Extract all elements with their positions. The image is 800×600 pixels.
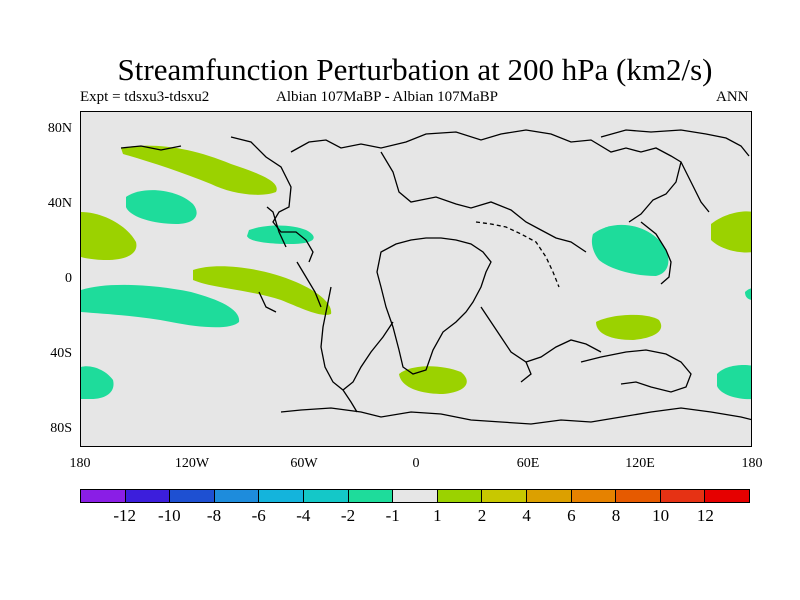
lon-label-120w: 120W (174, 456, 210, 471)
colorbar-label: 2 (477, 506, 487, 525)
colorbar-swatch (571, 490, 617, 502)
colorbar-swatch (348, 490, 394, 502)
negative-anomaly-east-edge-small (745, 288, 751, 300)
coastline-north-continent (120, 129, 750, 263)
lon-label-180e: 180 (741, 456, 763, 471)
colorbar-swatch (616, 490, 661, 502)
colorbar-label: -12 (113, 506, 136, 525)
negative-anomaly-north-pacific (126, 190, 197, 224)
lon-label-180w: 180 (69, 456, 91, 471)
season-label: ANN (716, 89, 749, 105)
colorbar (80, 489, 750, 503)
colorbar-swatch (705, 490, 749, 502)
colorbar-label: -6 (251, 506, 266, 525)
plot-title: Streamfunction Perturbation at 200 hPa (… (117, 52, 713, 87)
lat-label-80n: 80N (47, 121, 72, 136)
colorbar-label: -10 (157, 506, 181, 525)
colorbar-label: 12 (696, 506, 714, 525)
colorbar-label: -1 (385, 506, 400, 525)
colorbar-swatch (303, 490, 349, 502)
colorbar-label: -4 (296, 506, 311, 525)
map-panel (80, 111, 752, 447)
colorbar-swatch (526, 490, 572, 502)
coastlines (120, 129, 751, 425)
negative-anomaly-east-asia (591, 224, 669, 276)
colorbar-swatch (660, 490, 706, 502)
positive-anomaly-east-edge (711, 211, 751, 253)
coastline-india-madagascar (480, 306, 602, 383)
positive-anomaly-east-pacific (193, 266, 332, 315)
period-label: Albian 107MaBP - Albian 107MaBP (276, 89, 498, 105)
colorbar-swatch (482, 490, 527, 502)
colorbar-label: 8 (611, 506, 621, 525)
colorbar-label: 6 (567, 506, 576, 525)
negative-anomaly-equatorial-pacific (81, 284, 240, 328)
coastline-south-america (320, 286, 394, 413)
colorbar-swatch (81, 490, 126, 502)
colorbar-swatch (437, 490, 483, 502)
map-canvas (81, 129, 751, 425)
lat-label-80s: 80S (50, 421, 72, 436)
positive-anomaly-south-atlantic (399, 366, 467, 394)
colorbar-label: 1 (433, 506, 442, 525)
coastline-east-asia (640, 161, 710, 285)
experiment-label: Expt = tdsxu3-tdsxu2 (80, 89, 210, 105)
lon-label-120e: 120E (625, 456, 655, 471)
colorbar-label: -8 (206, 506, 222, 525)
coastline-island-arc (475, 221, 560, 288)
positive-anomaly-west-edge (81, 212, 137, 260)
colorbar-label: 10 (652, 506, 670, 525)
anomaly-fields (81, 145, 751, 400)
lat-label-40n: 40N (47, 196, 72, 211)
negative-anomaly-south-pacific-west (81, 366, 114, 399)
positive-anomaly-indian-ocean (596, 314, 662, 340)
coastline-europe-asia (380, 151, 587, 253)
lon-label-60w: 60W (290, 456, 318, 471)
colorbar-label: 4 (522, 506, 531, 525)
lat-label-40s: 40S (50, 346, 72, 361)
lon-label-60e: 60E (516, 456, 540, 471)
coastline-australia-antarctica (280, 349, 751, 425)
colorbar-swatch (393, 490, 438, 502)
lat-label-0: 0 (65, 271, 72, 286)
colorbar-swatch (214, 490, 260, 502)
positive-anomaly-north-pacific (121, 145, 277, 195)
coastline-americas-islands (258, 206, 322, 313)
colorbar-swatch (259, 490, 304, 502)
negative-anomaly-south-east-edge (717, 365, 751, 400)
colorbar-swatch (170, 490, 215, 502)
colorbar-label: -2 (340, 506, 356, 525)
colorbar-swatch (125, 490, 171, 502)
lon-label-0: 0 (412, 456, 420, 471)
coastline-africa (376, 237, 492, 375)
